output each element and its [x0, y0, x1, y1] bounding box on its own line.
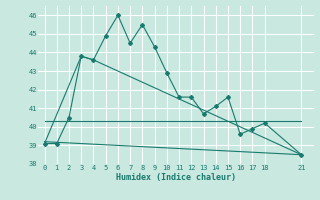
- X-axis label: Humidex (Indice chaleur): Humidex (Indice chaleur): [116, 173, 236, 182]
